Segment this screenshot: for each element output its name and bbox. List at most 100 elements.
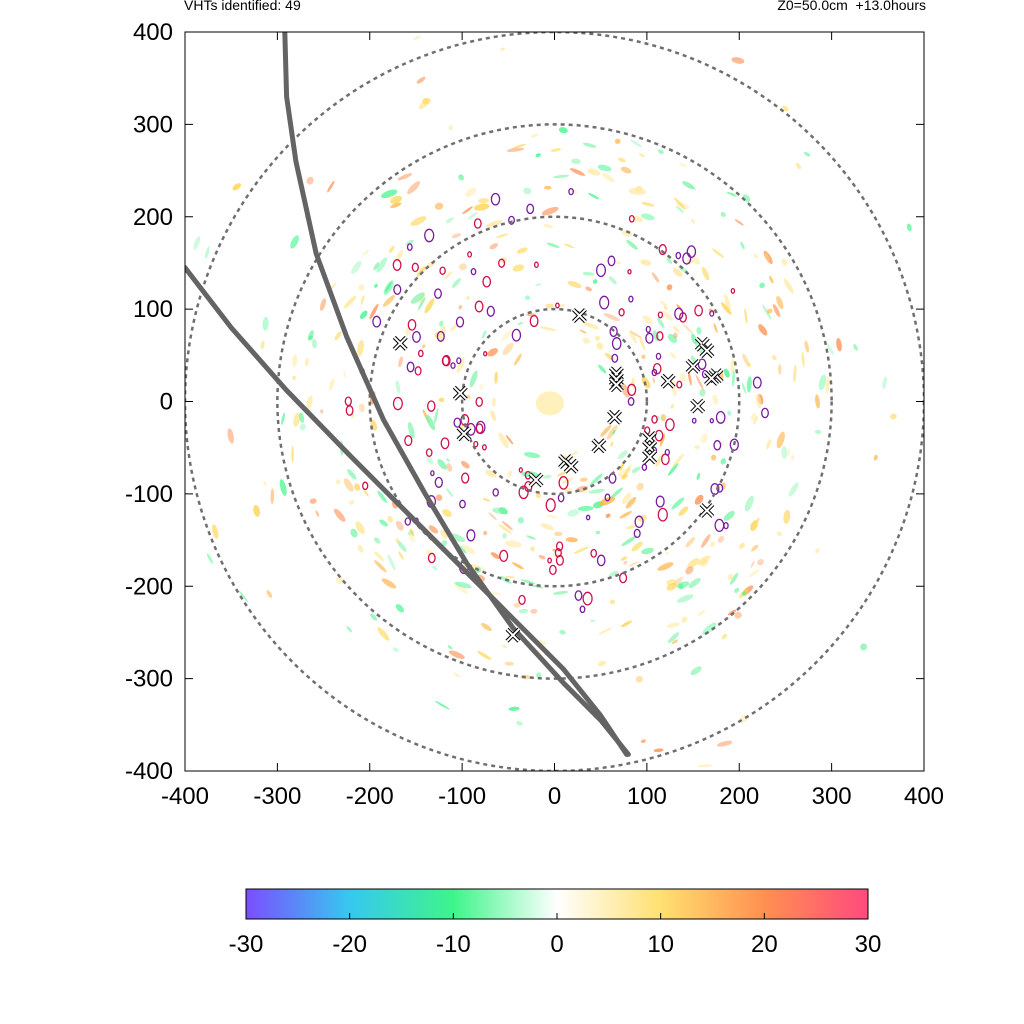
contour-loop bbox=[729, 438, 739, 451]
field-blob bbox=[777, 364, 782, 375]
field-blob bbox=[667, 632, 680, 644]
field-blob bbox=[753, 415, 758, 425]
field-blob bbox=[348, 500, 355, 505]
x-tick-label: 400 bbox=[904, 783, 944, 810]
field-blob bbox=[626, 239, 638, 250]
field-blob bbox=[622, 464, 632, 478]
field-blob bbox=[652, 377, 656, 384]
field-blob bbox=[327, 180, 335, 193]
field-blob bbox=[526, 535, 536, 540]
run-info-label: Z0=50.0cm +13.0hours bbox=[777, 0, 926, 13]
field-blob bbox=[350, 412, 355, 419]
contour-loop bbox=[486, 305, 495, 317]
x-tick-label: -200 bbox=[346, 783, 394, 810]
field-blob bbox=[873, 454, 878, 461]
field-blob bbox=[636, 482, 644, 491]
field-blob bbox=[395, 537, 400, 544]
field-blob bbox=[409, 528, 415, 537]
vht-marker bbox=[607, 409, 622, 425]
field-blob bbox=[570, 168, 586, 176]
contour-loop bbox=[434, 288, 442, 299]
field-blob bbox=[750, 560, 755, 568]
contour-loop bbox=[611, 353, 619, 363]
field-blob bbox=[620, 556, 628, 561]
field-blob bbox=[501, 520, 513, 531]
contour-loop bbox=[675, 251, 682, 260]
contour-loop bbox=[529, 314, 539, 328]
field-blob bbox=[653, 748, 664, 753]
field-blob bbox=[804, 340, 810, 353]
field-blob bbox=[632, 215, 644, 222]
contour-loop bbox=[406, 361, 415, 373]
field-blob bbox=[741, 591, 747, 596]
range-rings bbox=[185, 32, 924, 771]
contour-loop bbox=[618, 308, 625, 317]
field-blob bbox=[417, 297, 426, 311]
field-blob bbox=[766, 439, 772, 450]
field-blob bbox=[357, 544, 364, 553]
contour-loop bbox=[713, 440, 722, 451]
field-blob bbox=[631, 466, 641, 473]
contour-loop bbox=[434, 476, 443, 488]
field-blob bbox=[424, 298, 435, 314]
field-blob bbox=[588, 192, 600, 200]
field-blob bbox=[502, 532, 508, 539]
field-blob bbox=[530, 546, 535, 552]
field-blob bbox=[826, 343, 834, 356]
field-blob bbox=[601, 173, 615, 183]
field-blob bbox=[565, 537, 578, 543]
field-blob bbox=[860, 643, 868, 651]
range-ring bbox=[368, 215, 741, 588]
contour-loop bbox=[475, 423, 484, 434]
field-blob bbox=[379, 519, 388, 527]
contour-loop bbox=[676, 380, 683, 389]
contour-loop bbox=[430, 470, 435, 477]
field-blob bbox=[458, 174, 465, 181]
field-blob bbox=[678, 583, 684, 590]
field-blob bbox=[212, 524, 219, 539]
field-blob bbox=[567, 509, 580, 517]
field-blob bbox=[270, 488, 275, 505]
field-blob bbox=[672, 268, 683, 277]
field-blob bbox=[397, 173, 413, 181]
field-blob bbox=[335, 479, 341, 485]
field-blob bbox=[542, 474, 552, 479]
field-blob bbox=[712, 394, 719, 405]
field-blob bbox=[388, 245, 395, 253]
field-blob bbox=[751, 544, 759, 552]
contour-loop bbox=[492, 488, 499, 497]
field-blob bbox=[596, 342, 604, 350]
field-blob bbox=[450, 322, 459, 332]
field-blob bbox=[492, 397, 496, 407]
field-blob bbox=[600, 424, 612, 437]
field-blob bbox=[700, 433, 708, 444]
contour-loop bbox=[682, 252, 692, 265]
field-blob bbox=[720, 211, 726, 218]
vht-marker bbox=[699, 343, 715, 359]
field-blob bbox=[523, 187, 532, 195]
contour-loop bbox=[761, 407, 769, 419]
field-blob bbox=[437, 771, 445, 777]
field-blob bbox=[753, 253, 758, 259]
contour-loop bbox=[665, 418, 675, 432]
field-blob bbox=[621, 492, 632, 504]
field-blob bbox=[924, 431, 932, 441]
y-tick-label: -200 bbox=[125, 573, 173, 600]
field-blob bbox=[573, 546, 590, 554]
field-blob bbox=[724, 293, 731, 311]
contour-loop bbox=[585, 514, 591, 521]
field-blob bbox=[641, 213, 655, 221]
field-blob bbox=[535, 283, 542, 286]
field-blob bbox=[545, 303, 554, 309]
field-blob bbox=[483, 530, 488, 536]
field-blob bbox=[629, 330, 637, 344]
field-blob bbox=[659, 300, 668, 307]
field-blob bbox=[731, 370, 736, 387]
contour-loop bbox=[555, 555, 564, 566]
field-blob bbox=[678, 162, 687, 168]
field-blob bbox=[315, 510, 320, 517]
contour-loop bbox=[345, 405, 354, 416]
contour-loop bbox=[582, 591, 593, 606]
field-blob bbox=[666, 257, 673, 265]
field-blob bbox=[290, 235, 299, 249]
